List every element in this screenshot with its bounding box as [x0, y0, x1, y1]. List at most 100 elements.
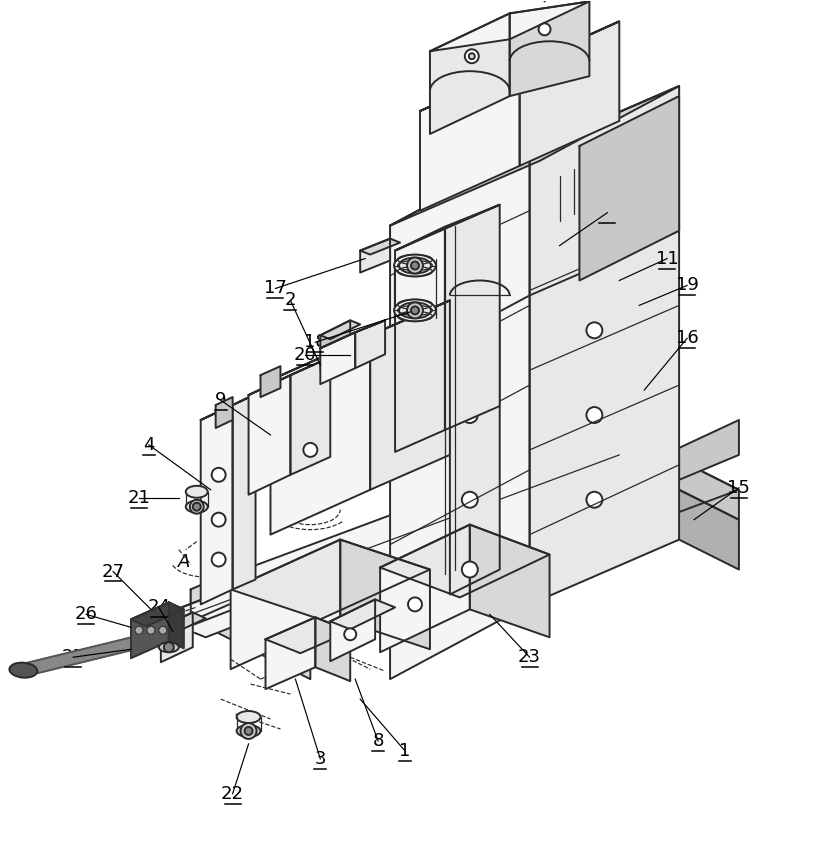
Polygon shape [215, 397, 232, 428]
Circle shape [159, 626, 166, 634]
Ellipse shape [394, 255, 435, 277]
Polygon shape [315, 618, 350, 681]
Ellipse shape [237, 711, 261, 723]
Circle shape [538, 24, 550, 36]
Circle shape [586, 322, 601, 338]
Polygon shape [131, 602, 184, 626]
Polygon shape [160, 613, 205, 634]
Circle shape [189, 500, 203, 514]
Circle shape [407, 257, 423, 273]
Polygon shape [529, 86, 678, 604]
Polygon shape [419, 66, 519, 211]
Text: B: B [299, 481, 311, 499]
Circle shape [164, 642, 174, 652]
Polygon shape [160, 613, 193, 662]
Polygon shape [394, 205, 500, 250]
Text: 17: 17 [264, 279, 287, 298]
Text: 1: 1 [399, 742, 410, 760]
Text: 20: 20 [294, 346, 317, 365]
Polygon shape [340, 540, 429, 649]
Text: 24: 24 [147, 598, 170, 617]
Polygon shape [155, 558, 310, 640]
Polygon shape [265, 618, 350, 653]
Circle shape [212, 468, 226, 482]
Ellipse shape [394, 299, 435, 321]
Polygon shape [265, 618, 315, 689]
Polygon shape [270, 300, 449, 380]
Polygon shape [330, 600, 375, 662]
Circle shape [408, 597, 422, 612]
Text: A: A [177, 552, 189, 570]
Polygon shape [429, 2, 589, 52]
Text: 2: 2 [284, 291, 296, 310]
Polygon shape [390, 86, 678, 226]
Text: 4: 4 [143, 436, 155, 454]
Polygon shape [248, 357, 330, 395]
Ellipse shape [185, 486, 208, 497]
Circle shape [468, 53, 474, 59]
Circle shape [461, 562, 477, 578]
Polygon shape [190, 590, 310, 679]
Polygon shape [355, 321, 385, 368]
Polygon shape [390, 86, 678, 226]
Ellipse shape [9, 662, 37, 678]
Circle shape [464, 49, 478, 63]
Text: 21: 21 [127, 489, 151, 507]
Text: 26: 26 [74, 606, 98, 624]
Polygon shape [231, 540, 429, 619]
Polygon shape [380, 525, 469, 652]
Polygon shape [200, 394, 256, 420]
Polygon shape [320, 332, 355, 384]
Ellipse shape [399, 302, 430, 318]
Polygon shape [232, 394, 256, 590]
Polygon shape [519, 21, 619, 166]
Polygon shape [131, 602, 169, 658]
Circle shape [241, 723, 256, 739]
Text: 3: 3 [314, 750, 326, 768]
Ellipse shape [399, 257, 430, 273]
Polygon shape [155, 558, 360, 637]
Text: 18: 18 [304, 333, 327, 351]
Polygon shape [360, 239, 399, 255]
Polygon shape [330, 600, 394, 629]
Polygon shape [380, 525, 549, 597]
Circle shape [407, 302, 423, 318]
Polygon shape [449, 226, 500, 595]
Text: 23: 23 [518, 648, 541, 666]
Text: 19: 19 [675, 277, 698, 294]
Text: 8: 8 [372, 732, 384, 750]
Polygon shape [529, 86, 678, 295]
Circle shape [344, 629, 356, 640]
Circle shape [244, 727, 252, 735]
Circle shape [410, 306, 418, 315]
Polygon shape [290, 357, 330, 475]
Polygon shape [390, 151, 529, 679]
Ellipse shape [185, 501, 208, 513]
Polygon shape [419, 21, 619, 111]
Circle shape [461, 407, 477, 423]
Circle shape [303, 443, 317, 457]
Text: 9: 9 [215, 391, 226, 409]
Polygon shape [320, 321, 385, 349]
Text: 10: 10 [595, 204, 618, 222]
Text: 11: 11 [655, 250, 677, 267]
Polygon shape [231, 540, 340, 669]
Polygon shape [370, 300, 449, 490]
Circle shape [212, 552, 226, 567]
Circle shape [212, 513, 226, 527]
Polygon shape [429, 14, 509, 134]
Polygon shape [579, 96, 678, 281]
Polygon shape [678, 420, 738, 480]
Ellipse shape [237, 725, 261, 737]
Polygon shape [190, 568, 241, 621]
Circle shape [193, 503, 200, 511]
Text: 15: 15 [727, 479, 749, 497]
Polygon shape [190, 430, 738, 649]
Polygon shape [509, 2, 589, 96]
Polygon shape [394, 228, 444, 452]
Circle shape [410, 261, 418, 270]
Polygon shape [248, 375, 290, 495]
Text: 16: 16 [675, 329, 698, 348]
Polygon shape [619, 460, 738, 569]
Circle shape [586, 492, 601, 508]
